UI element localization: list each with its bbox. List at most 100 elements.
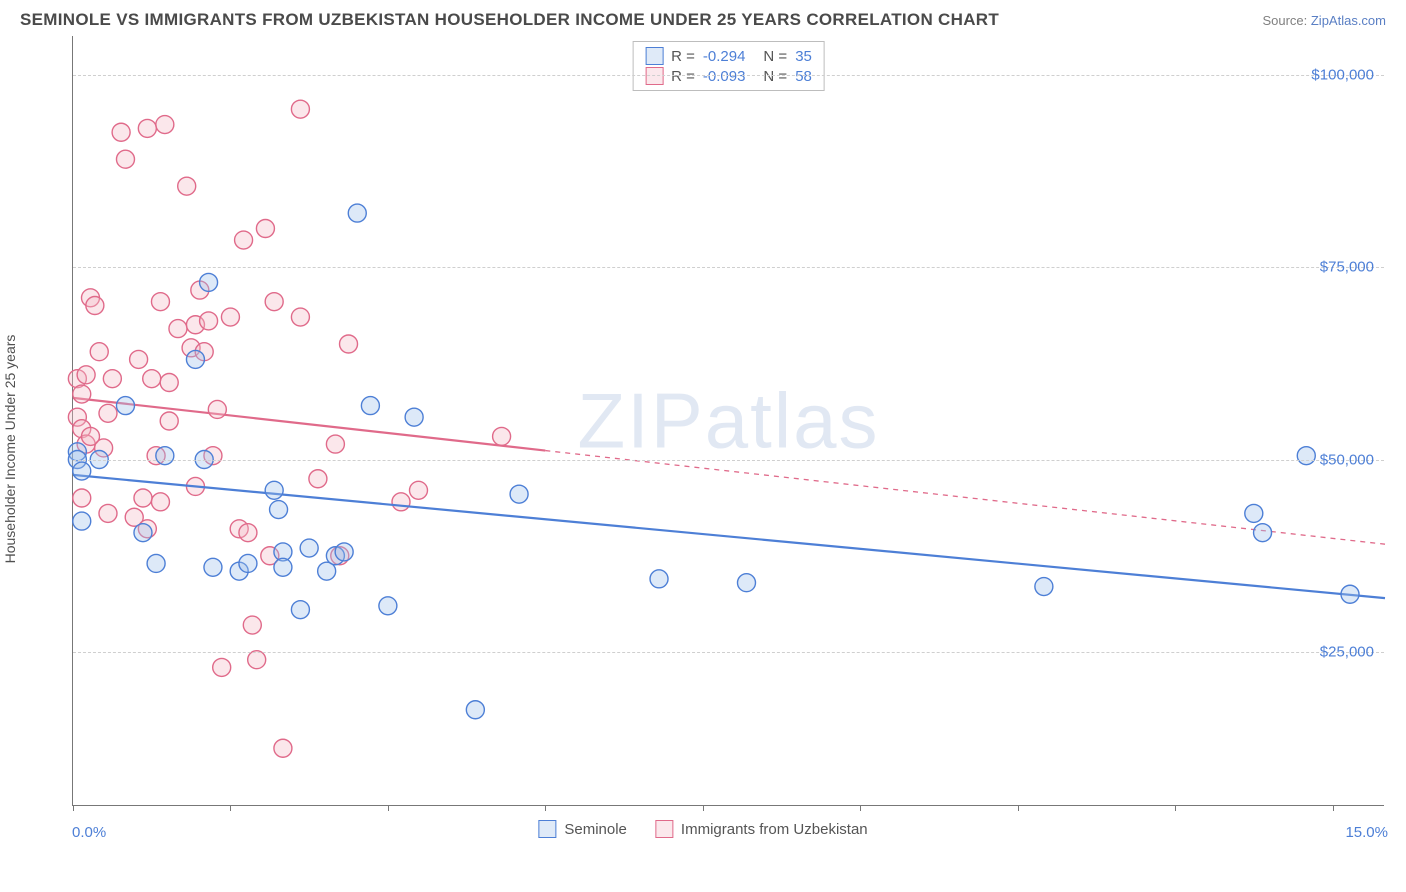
x-tick: [73, 805, 74, 811]
data-point-uzbekistan: [151, 493, 169, 511]
x-tick: [1175, 805, 1176, 811]
data-point-uzbekistan: [160, 412, 178, 430]
data-point-seminole: [510, 485, 528, 503]
series-legend: Seminole Immigrants from Uzbekistan: [538, 820, 867, 838]
data-point-seminole: [291, 601, 309, 619]
y-axis-label: Householder Income Under 25 years: [2, 334, 18, 563]
legend-item-seminole: Seminole: [538, 820, 627, 838]
y-tick-label: $100,000: [1311, 66, 1374, 83]
data-point-uzbekistan: [160, 374, 178, 392]
data-point-uzbekistan: [99, 504, 117, 522]
data-point-seminole: [1245, 504, 1263, 522]
x-tick: [703, 805, 704, 811]
data-point-seminole: [466, 701, 484, 719]
x-tick: [388, 805, 389, 811]
data-point-seminole: [270, 501, 288, 519]
x-tick-label: 0.0%: [72, 824, 106, 841]
data-point-uzbekistan: [112, 123, 130, 141]
data-point-uzbekistan: [409, 481, 427, 499]
data-point-uzbekistan: [138, 119, 156, 137]
data-point-uzbekistan: [256, 220, 274, 238]
data-point-seminole: [156, 447, 174, 465]
data-point-uzbekistan: [134, 489, 152, 507]
gridline: [73, 75, 1384, 76]
data-point-seminole: [1035, 578, 1053, 596]
data-point-uzbekistan: [493, 427, 511, 445]
data-point-seminole: [300, 539, 318, 557]
x-tick: [860, 805, 861, 811]
data-point-seminole: [200, 273, 218, 291]
data-point-seminole: [335, 543, 353, 561]
data-point-seminole: [73, 512, 91, 530]
data-point-uzbekistan: [130, 350, 148, 368]
data-point-uzbekistan: [178, 177, 196, 195]
source-link[interactable]: ZipAtlas.com: [1311, 13, 1386, 28]
data-point-seminole: [650, 570, 668, 588]
data-point-uzbekistan: [291, 308, 309, 326]
data-point-uzbekistan: [73, 489, 91, 507]
data-point-uzbekistan: [309, 470, 327, 488]
x-tick: [1018, 805, 1019, 811]
correlation-chart: Householder Income Under 25 years ZIPatl…: [20, 36, 1386, 861]
plot-area: ZIPatlas R = -0.294N = 35R = -0.093N = 5…: [72, 36, 1384, 806]
data-point-seminole: [116, 397, 134, 415]
data-point-seminole: [265, 481, 283, 499]
data-point-seminole: [186, 350, 204, 368]
data-point-uzbekistan: [77, 366, 95, 384]
data-point-uzbekistan: [116, 150, 134, 168]
gridline: [73, 267, 1384, 268]
data-point-seminole: [239, 554, 257, 572]
y-tick-label: $25,000: [1320, 644, 1374, 661]
legend-swatch: [655, 820, 673, 838]
data-point-seminole: [348, 204, 366, 222]
data-point-seminole: [274, 558, 292, 576]
data-point-uzbekistan: [169, 320, 187, 338]
data-point-uzbekistan: [243, 616, 261, 634]
data-point-seminole: [361, 397, 379, 415]
data-point-uzbekistan: [90, 343, 108, 361]
x-tick-label: 15.0%: [1345, 824, 1388, 841]
data-point-uzbekistan: [291, 100, 309, 118]
data-point-uzbekistan: [265, 293, 283, 311]
data-point-uzbekistan: [213, 658, 231, 676]
legend-label: Seminole: [564, 821, 627, 838]
x-tick: [545, 805, 546, 811]
legend-swatch: [538, 820, 556, 838]
data-point-seminole: [1297, 447, 1315, 465]
data-point-uzbekistan: [326, 435, 344, 453]
chart-title: SEMINOLE VS IMMIGRANTS FROM UZBEKISTAN H…: [20, 10, 999, 30]
data-point-seminole: [204, 558, 222, 576]
gridline: [73, 652, 1384, 653]
data-point-uzbekistan: [274, 739, 292, 757]
data-point-seminole: [73, 462, 91, 480]
x-tick: [230, 805, 231, 811]
data-point-seminole: [147, 554, 165, 572]
legend-item-uzbekistan: Immigrants from Uzbekistan: [655, 820, 868, 838]
x-tick: [1333, 805, 1334, 811]
legend-label: Immigrants from Uzbekistan: [681, 821, 868, 838]
source-attribution: Source: ZipAtlas.com: [1262, 13, 1386, 28]
data-point-uzbekistan: [156, 116, 174, 134]
data-point-uzbekistan: [235, 231, 253, 249]
data-point-uzbekistan: [86, 297, 104, 315]
data-point-seminole: [1341, 585, 1359, 603]
y-tick-label: $75,000: [1320, 259, 1374, 276]
gridline: [73, 460, 1384, 461]
y-tick-label: $50,000: [1320, 451, 1374, 468]
data-point-uzbekistan: [73, 385, 91, 403]
data-point-uzbekistan: [248, 651, 266, 669]
data-point-uzbekistan: [143, 370, 161, 388]
data-point-uzbekistan: [392, 493, 410, 511]
data-point-uzbekistan: [208, 400, 226, 418]
data-point-uzbekistan: [103, 370, 121, 388]
data-point-uzbekistan: [221, 308, 239, 326]
data-point-seminole: [737, 574, 755, 592]
trend-line-uzbekistan: [73, 398, 545, 451]
data-point-uzbekistan: [239, 524, 257, 542]
data-point-uzbekistan: [99, 404, 117, 422]
data-point-seminole: [379, 597, 397, 615]
data-point-seminole: [405, 408, 423, 426]
data-point-seminole: [134, 524, 152, 542]
data-point-uzbekistan: [151, 293, 169, 311]
data-point-seminole: [1254, 524, 1272, 542]
